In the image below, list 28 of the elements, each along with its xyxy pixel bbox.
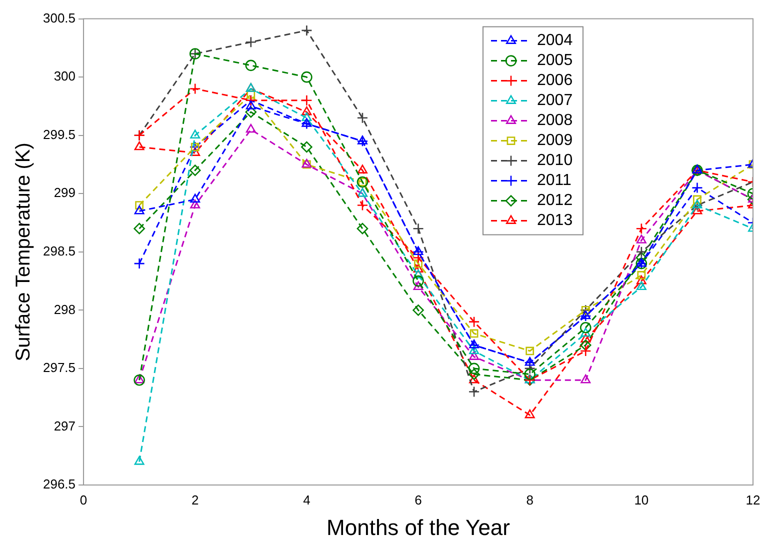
- y-tick-label: 300.5: [42, 10, 76, 26]
- x-tick-label: 2: [191, 492, 199, 508]
- x-tick-label: 4: [303, 492, 310, 508]
- y-tick-label: 298.5: [42, 243, 76, 258]
- legend-label: 2004: [537, 32, 573, 50]
- legend-label: 2012: [537, 192, 573, 210]
- y-tick-label: 299: [54, 185, 76, 200]
- y-tick-label: 296.5: [42, 476, 76, 492]
- x-tick-label: 10: [634, 492, 649, 508]
- legend-label: 2009: [537, 132, 573, 150]
- legend-label: 2007: [537, 92, 573, 110]
- y-tick-label: 300: [54, 68, 76, 84]
- legend-label: 2010: [537, 152, 573, 170]
- x-tick-label: 6: [414, 492, 422, 508]
- legend-label: 2005: [537, 52, 573, 70]
- x-tick-label: 12: [746, 492, 760, 508]
- x-tick-label: 8: [526, 492, 534, 508]
- y-tick-label: 297.5: [42, 360, 76, 376]
- y-tick-label: 297: [54, 418, 76, 434]
- legend-label: 2011: [537, 172, 572, 190]
- legend-label: 2008: [537, 112, 573, 130]
- legend-label: 2006: [537, 72, 573, 90]
- y-tick-label: 299.5: [42, 126, 76, 142]
- y-axis-title: Surface Temperature (K): [12, 142, 35, 362]
- x-tick-label: 0: [80, 492, 88, 508]
- y-tick-label: 298: [54, 302, 76, 317]
- x-axis-title: Months of the Year: [326, 514, 510, 540]
- legend-label: 2013: [537, 212, 573, 230]
